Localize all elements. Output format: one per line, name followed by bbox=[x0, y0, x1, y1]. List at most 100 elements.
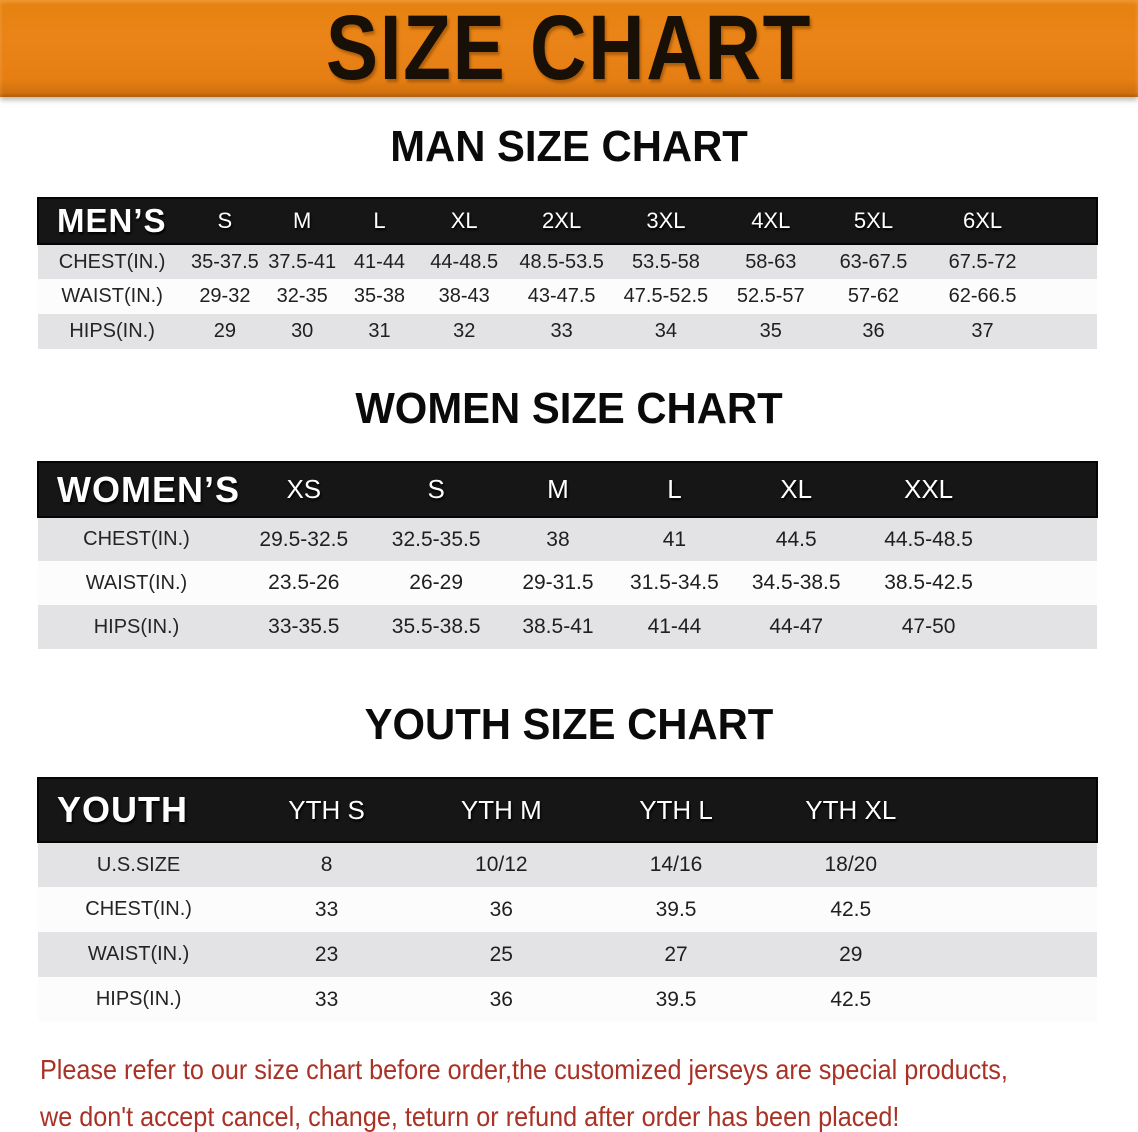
measurement-value: 26-29 bbox=[409, 571, 464, 594]
measurement-value: 29.5-32.5 bbox=[259, 527, 349, 551]
row-spacer-cell bbox=[997, 605, 1097, 649]
measurement-value: 38.5-41 bbox=[522, 615, 594, 638]
table-header-row: YOUTH YTH S YTH M YTH L YTH XL bbox=[38, 778, 1097, 842]
measurement-row-label: CHEST(IN.) bbox=[83, 528, 190, 550]
size-column-header: 4XL bbox=[751, 208, 791, 233]
measurement-value: 29-32 bbox=[199, 285, 251, 307]
measurement-value: 53.5-58 bbox=[632, 250, 700, 273]
size-column-header: YTH M bbox=[460, 794, 542, 825]
size-column-header: YTH XL bbox=[805, 794, 897, 825]
measurement-value: 36 bbox=[489, 987, 513, 1011]
measurement-value: 23.5-26 bbox=[268, 571, 340, 594]
measurement-row-label: HIPS(IN.) bbox=[93, 615, 180, 638]
size-column-header: YTH S bbox=[288, 794, 365, 825]
measurement-value: 37 bbox=[971, 320, 994, 342]
measurement-value: 39.5 bbox=[655, 987, 697, 1011]
measurement-value: 32 bbox=[453, 320, 476, 342]
size-column-header: 6XL bbox=[962, 208, 1003, 233]
measurement-value: 58-63 bbox=[745, 250, 797, 273]
measurement-value: 42.5 bbox=[830, 987, 872, 1011]
measurement-value: 47.5-52.5 bbox=[623, 285, 709, 307]
row-spacer-cell bbox=[938, 842, 1097, 887]
measurement-value: 29 bbox=[839, 942, 863, 966]
measurement-value: 41-44 bbox=[353, 250, 406, 273]
measurement-value: 33 bbox=[314, 987, 339, 1011]
measurement-value: 29-31.5 bbox=[522, 571, 594, 594]
measurement-value: 44-47 bbox=[769, 615, 824, 638]
measurement-value: 38.5-42.5 bbox=[884, 571, 973, 594]
measurement-value: 33-35.5 bbox=[268, 615, 340, 638]
measurement-value: 38-43 bbox=[438, 285, 490, 307]
disclaimer: Please refer to our size chart before or… bbox=[40, 1046, 1138, 1132]
measurement-value: 29 bbox=[213, 320, 237, 342]
size-column-header: M bbox=[293, 208, 312, 233]
measurement-value: 35 bbox=[759, 320, 782, 342]
disclaimer-line-2: we don't accept cancel, change, teturn o… bbox=[40, 1101, 900, 1132]
size-column-header: XL bbox=[780, 474, 813, 504]
row-spacer-cell bbox=[997, 517, 1097, 561]
measurement-row-label: CHEST(IN.) bbox=[85, 898, 192, 920]
size-column-header: XS bbox=[286, 474, 322, 504]
measurement-value: 14/16 bbox=[649, 853, 703, 876]
row-spacer-cell bbox=[938, 932, 1097, 977]
measurement-value: 38 bbox=[546, 527, 570, 551]
table-header-row: WOMEN’S XS S M L XL XXL bbox=[38, 462, 1097, 517]
measurement-value: 33 bbox=[314, 897, 339, 921]
women-size-section: WOMEN SIZE CHART WOMEN’S XS S M L XL XXL CHEST(… bbox=[0, 385, 1138, 649]
measurement-row-label: CHEST(IN.) bbox=[58, 250, 166, 273]
measurement-value: 23 bbox=[314, 942, 339, 966]
measurement-row: CHEST(IN.) 33 36 39.5 42.5 bbox=[38, 887, 1097, 932]
size-column-header: L bbox=[667, 474, 682, 504]
measurement-value: 42.5 bbox=[830, 897, 872, 921]
disclaimer-line-1: Please refer to our size chart before or… bbox=[40, 1054, 1008, 1085]
youth-size-table: YOUTH YTH S YTH M YTH L YTH XL U.S.SIZE 8 10/12… bbox=[37, 777, 1098, 1022]
man-size-section: MAN SIZE CHART MEN’S S M L XL 2XL 3XL 4XL 5XL 6XL… bbox=[0, 123, 1138, 349]
size-column-header: XXL bbox=[904, 474, 954, 504]
measurement-value: 52.5-57 bbox=[736, 285, 805, 307]
measurement-row: HIPS(IN.) 33-35.5 35.5-38.5 38.5-41 41-44 44-… bbox=[38, 605, 1097, 649]
measurement-value: 48.5-53.5 bbox=[519, 250, 604, 273]
measurement-value: 57-62 bbox=[847, 285, 900, 307]
measurement-value: 34 bbox=[654, 320, 678, 342]
measurement-row-label: WAIST(IN.) bbox=[85, 571, 188, 594]
measurement-value: 47-50 bbox=[901, 615, 956, 638]
row-spacer-cell bbox=[1041, 314, 1097, 349]
size-column-header: YTH L bbox=[639, 794, 713, 825]
measurement-row-label: HIPS(IN.) bbox=[69, 320, 155, 342]
measurement-value: 8 bbox=[320, 853, 333, 876]
size-column-header: S bbox=[217, 208, 233, 233]
women-size-heading: WOMEN SIZE CHART bbox=[355, 384, 783, 433]
measurement-row: HIPS(IN.) 33 36 39.5 42.5 bbox=[38, 977, 1097, 1022]
measurement-value: 31 bbox=[368, 320, 391, 342]
women-size-table: WOMEN’S XS S M L XL XXL CHEST(IN.) 29.5-32.5 32.5… bbox=[37, 461, 1098, 649]
size-chart-banner: SIZE CHART bbox=[0, 0, 1138, 97]
measurement-value: 35-37.5 bbox=[190, 250, 259, 273]
measurement-value: 35.5-38.5 bbox=[391, 615, 481, 638]
measurement-value: 43-47.5 bbox=[527, 285, 596, 307]
measurement-row: CHEST(IN.) 35-37.5 37.5-41 41-44 44-48.5 48.5… bbox=[38, 244, 1097, 279]
measurement-row: WAIST(IN.) 29-32 32-35 35-38 38-43 43-47.5 47.… bbox=[38, 279, 1097, 314]
measurement-value: 32.5-35.5 bbox=[391, 527, 481, 551]
measurement-value: 32-35 bbox=[276, 285, 328, 307]
youth-size-section: YOUTH SIZE CHART YOUTH YTH S YTH M YTH L YTH… bbox=[0, 701, 1138, 1022]
table-category-label: MEN’S bbox=[57, 202, 167, 239]
measurement-row-label: WAIST(IN.) bbox=[87, 943, 190, 965]
measurement-row: HIPS(IN.) 29 30 31 32 33 34 35 36 37 bbox=[38, 314, 1097, 349]
row-spacer-cell bbox=[997, 561, 1097, 605]
row-spacer-cell bbox=[1041, 279, 1097, 314]
measurement-row: U.S.SIZE 8 10/12 14/16 18/20 bbox=[38, 842, 1097, 887]
table-category-label: YOUTH bbox=[57, 789, 188, 830]
row-spacer-cell bbox=[1041, 244, 1097, 279]
measurement-row: CHEST(IN.) 29.5-32.5 32.5-35.5 38 41 44.5 44.5… bbox=[38, 517, 1097, 561]
measurement-value: 36 bbox=[489, 897, 513, 921]
measurement-value: 39.5 bbox=[655, 897, 697, 921]
size-column-header: 2XL bbox=[542, 208, 582, 233]
header-spacer-cell bbox=[997, 462, 1097, 517]
size-column-header: 3XL bbox=[646, 208, 686, 233]
measurement-value: 44.5 bbox=[775, 527, 817, 551]
measurement-value: 35-38 bbox=[353, 285, 406, 307]
measurement-value: 41-44 bbox=[647, 615, 702, 638]
header-spacer-cell bbox=[938, 778, 1097, 842]
measurement-value: 44.5-48.5 bbox=[884, 527, 973, 551]
size-column-header: S bbox=[427, 474, 445, 504]
